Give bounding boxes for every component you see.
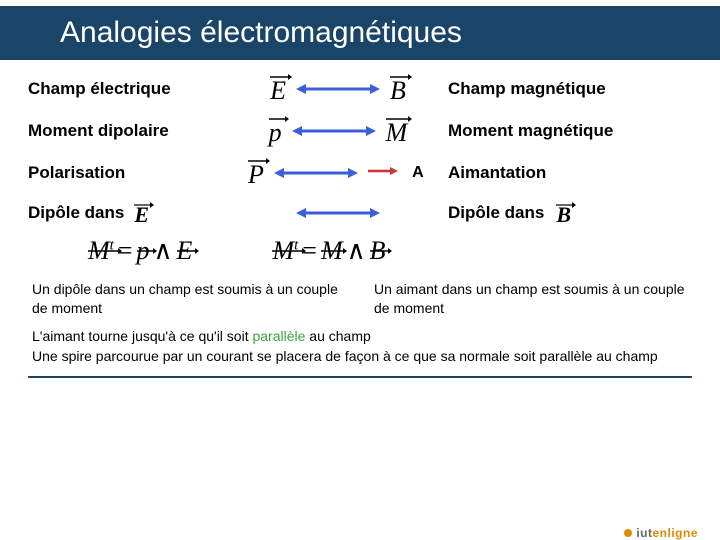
analogy-row: Dipôle dans E Dipôle dans (28, 198, 692, 228)
mid-symbols: P A (228, 156, 448, 190)
right-label: Champ magnétique (448, 79, 692, 99)
conclusion-line-2: Une spire parcourue par un courant se pl… (32, 346, 688, 366)
left-label: Dipôle dans E (28, 198, 228, 228)
mid-symbols (228, 206, 448, 220)
divider (28, 376, 692, 378)
double-arrow-icon (296, 206, 380, 220)
right-label: Dipôle dans B (448, 198, 692, 228)
slide-title: Analogies électromagnétiques (60, 16, 720, 50)
vector-E: E (270, 72, 286, 106)
caption-left: Un dipôle dans un champ est soumis à un … (32, 280, 346, 318)
equation-left: Mt = p ∧ E (88, 236, 192, 266)
equations-row: Mt = p ∧ E Mt = (88, 236, 692, 266)
content-area: Champ électrique E B Ch (0, 60, 720, 366)
right-label: Moment magnétique (448, 121, 692, 141)
letter-A: A (408, 164, 428, 182)
mid-symbols: E B (228, 72, 448, 106)
slide: Analogies électromagnétiques Champ élect… (0, 6, 720, 540)
vector-M: M (386, 114, 408, 148)
double-arrow-icon (296, 82, 380, 96)
mid-symbols: p M (228, 114, 448, 148)
brand-dot-icon (624, 529, 632, 537)
vector-B: B (390, 72, 406, 106)
equation-right: Mt = M ∧ B (272, 236, 385, 266)
caption-right: Un aimant dans un champ est soumis à un … (374, 280, 688, 318)
conclusions: L'aimant tourne jusqu'à ce qu'il soit pa… (28, 326, 692, 367)
left-label: Moment dipolaire (28, 121, 228, 141)
analogy-row: Polarisation P (28, 156, 692, 190)
analogy-row: Moment dipolaire p M Mo (28, 114, 692, 148)
right-arrow-icon (368, 164, 398, 182)
double-arrow-icon (274, 166, 358, 180)
vector-B: B (556, 198, 571, 228)
vector-P: P (248, 156, 264, 190)
captions-row: Un dipôle dans un champ est soumis à un … (28, 280, 692, 318)
left-label: Champ électrique (28, 79, 228, 99)
right-label: Aimantation (448, 163, 692, 183)
vector-E: E (134, 198, 149, 228)
conclusion-line-1: L'aimant tourne jusqu'à ce qu'il soit pa… (32, 326, 688, 346)
title-band: Analogies électromagnétiques (0, 6, 720, 60)
analogy-row: Champ électrique E B Ch (28, 72, 692, 106)
footer-brand: iutenligne (624, 526, 698, 540)
left-label: Polarisation (28, 163, 228, 183)
double-arrow-icon (292, 124, 376, 138)
vector-p: p (269, 114, 282, 148)
